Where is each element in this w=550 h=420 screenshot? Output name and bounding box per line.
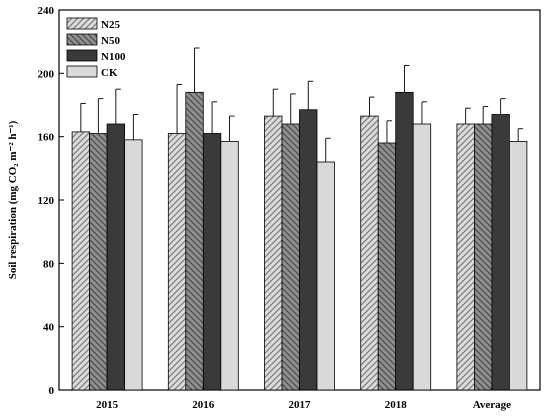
legend-label-n100: N100 [101, 51, 126, 63]
plot-area: 0 40 80 120 160 200 240 2015 2016 2017 2018 Average [38, 5, 541, 411]
y-tick-label: 40 [43, 322, 55, 334]
y-tick-label: 80 [43, 258, 55, 270]
legend-label-n25: N25 [101, 19, 120, 31]
legend-swatch-n100 [66, 49, 98, 62]
legend-label-n50: N50 [101, 35, 120, 47]
bar-n100-2017 [299, 109, 318, 391]
y-tick-label: 160 [38, 132, 55, 144]
bar-n25-2017 [264, 115, 283, 391]
y-tick-label: 120 [38, 195, 55, 207]
legend-swatch-n25 [66, 17, 98, 30]
bar-ck-2015 [124, 139, 143, 391]
legend-swatch-n50 [66, 33, 98, 46]
y-tick-label: 240 [38, 5, 55, 17]
bar-ck-2018 [412, 123, 432, 391]
bar-n100-2015 [106, 123, 125, 391]
bar-n25-2016 [167, 133, 187, 391]
legend-label-ck: CK [101, 67, 118, 79]
bar-n25-2018 [360, 115, 379, 391]
legend-swatch-ck [66, 65, 98, 78]
bar-n50-2015 [89, 133, 108, 391]
bar-n100-2018 [395, 91, 414, 391]
bar-ck-average [508, 141, 528, 391]
bar-ck-2017 [316, 161, 335, 391]
bar-n50-average [473, 123, 493, 391]
x-tick-label: 2016 [192, 399, 215, 411]
bar-n50-2016 [185, 91, 204, 391]
bar-n25-2015 [71, 131, 90, 391]
x-tick-label: 2018 [385, 399, 408, 411]
legend: N25 N50 N100 CK [66, 17, 126, 79]
x-tick-label: 2015 [96, 399, 119, 411]
bar-n100-average [491, 114, 510, 391]
bar-n100-2016 [202, 133, 222, 391]
bar-n25-average [456, 123, 475, 391]
bar-ck-2016 [220, 141, 239, 391]
y-axis-label: Soil respiration (mg CO₂ m⁻² h⁻¹) [7, 120, 19, 279]
y-tick-label: 200 [38, 68, 55, 80]
bar-n50-2018 [377, 142, 397, 391]
x-tick-label: Average [473, 399, 511, 411]
bar-n50-2017 [281, 123, 300, 391]
x-tick-label: 2017 [289, 399, 312, 411]
y-tick-label: 0 [49, 385, 55, 397]
